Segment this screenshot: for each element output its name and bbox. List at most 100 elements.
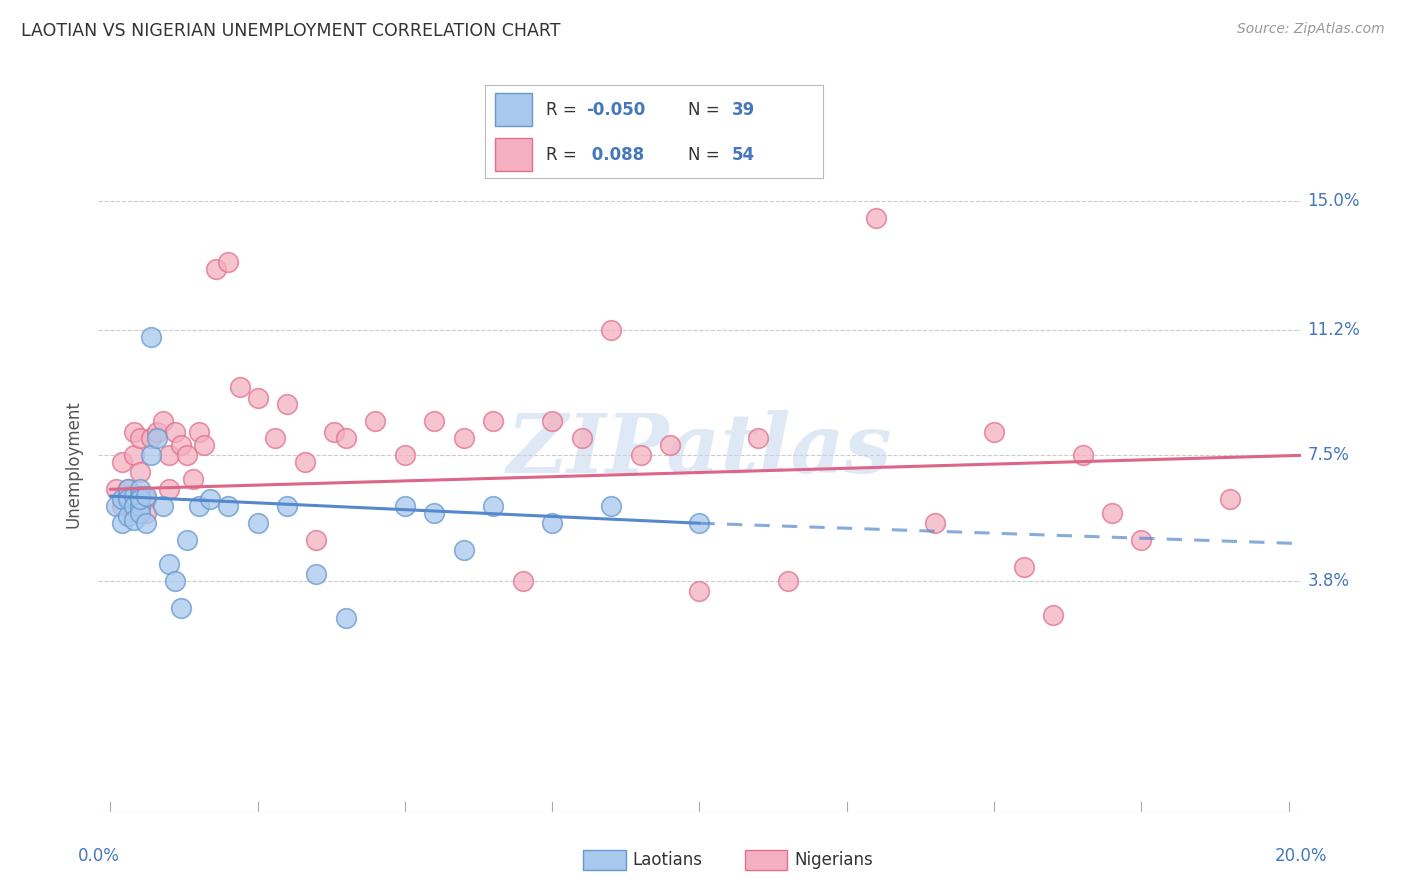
Text: N =: N = bbox=[688, 101, 724, 119]
Point bbox=[170, 438, 193, 452]
Point bbox=[152, 414, 174, 428]
Point bbox=[157, 448, 180, 462]
Point bbox=[423, 506, 446, 520]
Bar bbox=[495, 93, 533, 126]
Point bbox=[924, 516, 946, 531]
Point bbox=[193, 438, 215, 452]
Text: -0.050: -0.050 bbox=[586, 101, 645, 119]
Point bbox=[128, 489, 150, 503]
Point bbox=[176, 448, 198, 462]
Point bbox=[128, 483, 150, 497]
Point bbox=[122, 489, 145, 503]
Point bbox=[163, 574, 186, 588]
Point bbox=[135, 492, 157, 507]
Point bbox=[152, 500, 174, 514]
Point bbox=[146, 431, 169, 445]
Point bbox=[747, 431, 769, 445]
Point bbox=[600, 500, 623, 514]
Point bbox=[187, 500, 209, 514]
Point bbox=[176, 533, 198, 548]
Point bbox=[659, 438, 682, 452]
Point bbox=[135, 516, 157, 531]
Point bbox=[128, 431, 150, 445]
Point bbox=[117, 509, 139, 524]
Point bbox=[111, 500, 134, 514]
Point bbox=[135, 506, 157, 520]
Point bbox=[246, 516, 269, 531]
Point bbox=[453, 543, 475, 558]
Text: N =: N = bbox=[688, 145, 724, 163]
Point bbox=[865, 211, 887, 225]
Text: 11.2%: 11.2% bbox=[1308, 321, 1361, 339]
Point bbox=[122, 513, 145, 527]
Point bbox=[111, 516, 134, 531]
Point bbox=[128, 506, 150, 520]
Point bbox=[1130, 533, 1153, 548]
Text: 0.088: 0.088 bbox=[586, 145, 644, 163]
Point bbox=[187, 425, 209, 439]
Text: 15.0%: 15.0% bbox=[1308, 192, 1360, 210]
Text: Source: ZipAtlas.com: Source: ZipAtlas.com bbox=[1237, 22, 1385, 37]
Point bbox=[482, 500, 505, 514]
Text: 7.5%: 7.5% bbox=[1308, 446, 1350, 465]
Point bbox=[205, 261, 228, 276]
Point bbox=[276, 500, 298, 514]
Point bbox=[217, 255, 239, 269]
Point bbox=[335, 431, 357, 445]
Point bbox=[482, 414, 505, 428]
Point bbox=[170, 601, 193, 615]
Point bbox=[276, 397, 298, 411]
Point bbox=[122, 500, 145, 514]
Point bbox=[453, 431, 475, 445]
Point bbox=[117, 492, 139, 507]
Point bbox=[229, 380, 252, 394]
Point bbox=[105, 483, 128, 497]
Point bbox=[423, 414, 446, 428]
Bar bbox=[495, 138, 533, 171]
Point bbox=[264, 431, 287, 445]
Point bbox=[157, 483, 180, 497]
Point bbox=[1042, 607, 1064, 622]
Point bbox=[111, 455, 134, 469]
Point bbox=[217, 500, 239, 514]
Point bbox=[983, 425, 1005, 439]
Point bbox=[394, 500, 416, 514]
Point bbox=[294, 455, 316, 469]
Text: 20.0%: 20.0% bbox=[1274, 847, 1327, 865]
Point bbox=[135, 489, 157, 503]
Point bbox=[688, 584, 710, 599]
Point bbox=[246, 391, 269, 405]
Point bbox=[128, 466, 150, 480]
Point bbox=[146, 425, 169, 439]
Text: 54: 54 bbox=[731, 145, 755, 163]
Point bbox=[122, 448, 145, 462]
Point bbox=[364, 414, 387, 428]
Point bbox=[200, 492, 222, 507]
Point bbox=[305, 567, 328, 582]
Point bbox=[1071, 448, 1094, 462]
Point bbox=[105, 500, 128, 514]
Text: 0.0%: 0.0% bbox=[77, 847, 120, 865]
Point bbox=[163, 425, 186, 439]
Point bbox=[630, 448, 652, 462]
Point bbox=[541, 414, 564, 428]
Text: LAOTIAN VS NIGERIAN UNEMPLOYMENT CORRELATION CHART: LAOTIAN VS NIGERIAN UNEMPLOYMENT CORRELA… bbox=[21, 22, 561, 40]
Text: R =: R = bbox=[546, 101, 582, 119]
Text: ZIPatlas: ZIPatlas bbox=[506, 410, 893, 490]
Point bbox=[141, 448, 163, 462]
Point bbox=[122, 425, 145, 439]
Point bbox=[141, 329, 163, 343]
Point bbox=[181, 472, 204, 486]
Y-axis label: Unemployment: Unemployment bbox=[65, 400, 83, 528]
Point bbox=[335, 611, 357, 625]
Point bbox=[600, 323, 623, 337]
Point bbox=[1012, 560, 1035, 574]
Text: Nigerians: Nigerians bbox=[794, 851, 873, 869]
Point bbox=[571, 431, 593, 445]
Point bbox=[512, 574, 534, 588]
Point bbox=[1219, 492, 1241, 507]
Point bbox=[394, 448, 416, 462]
Point bbox=[128, 500, 150, 514]
Point bbox=[128, 492, 150, 507]
Point bbox=[141, 431, 163, 445]
